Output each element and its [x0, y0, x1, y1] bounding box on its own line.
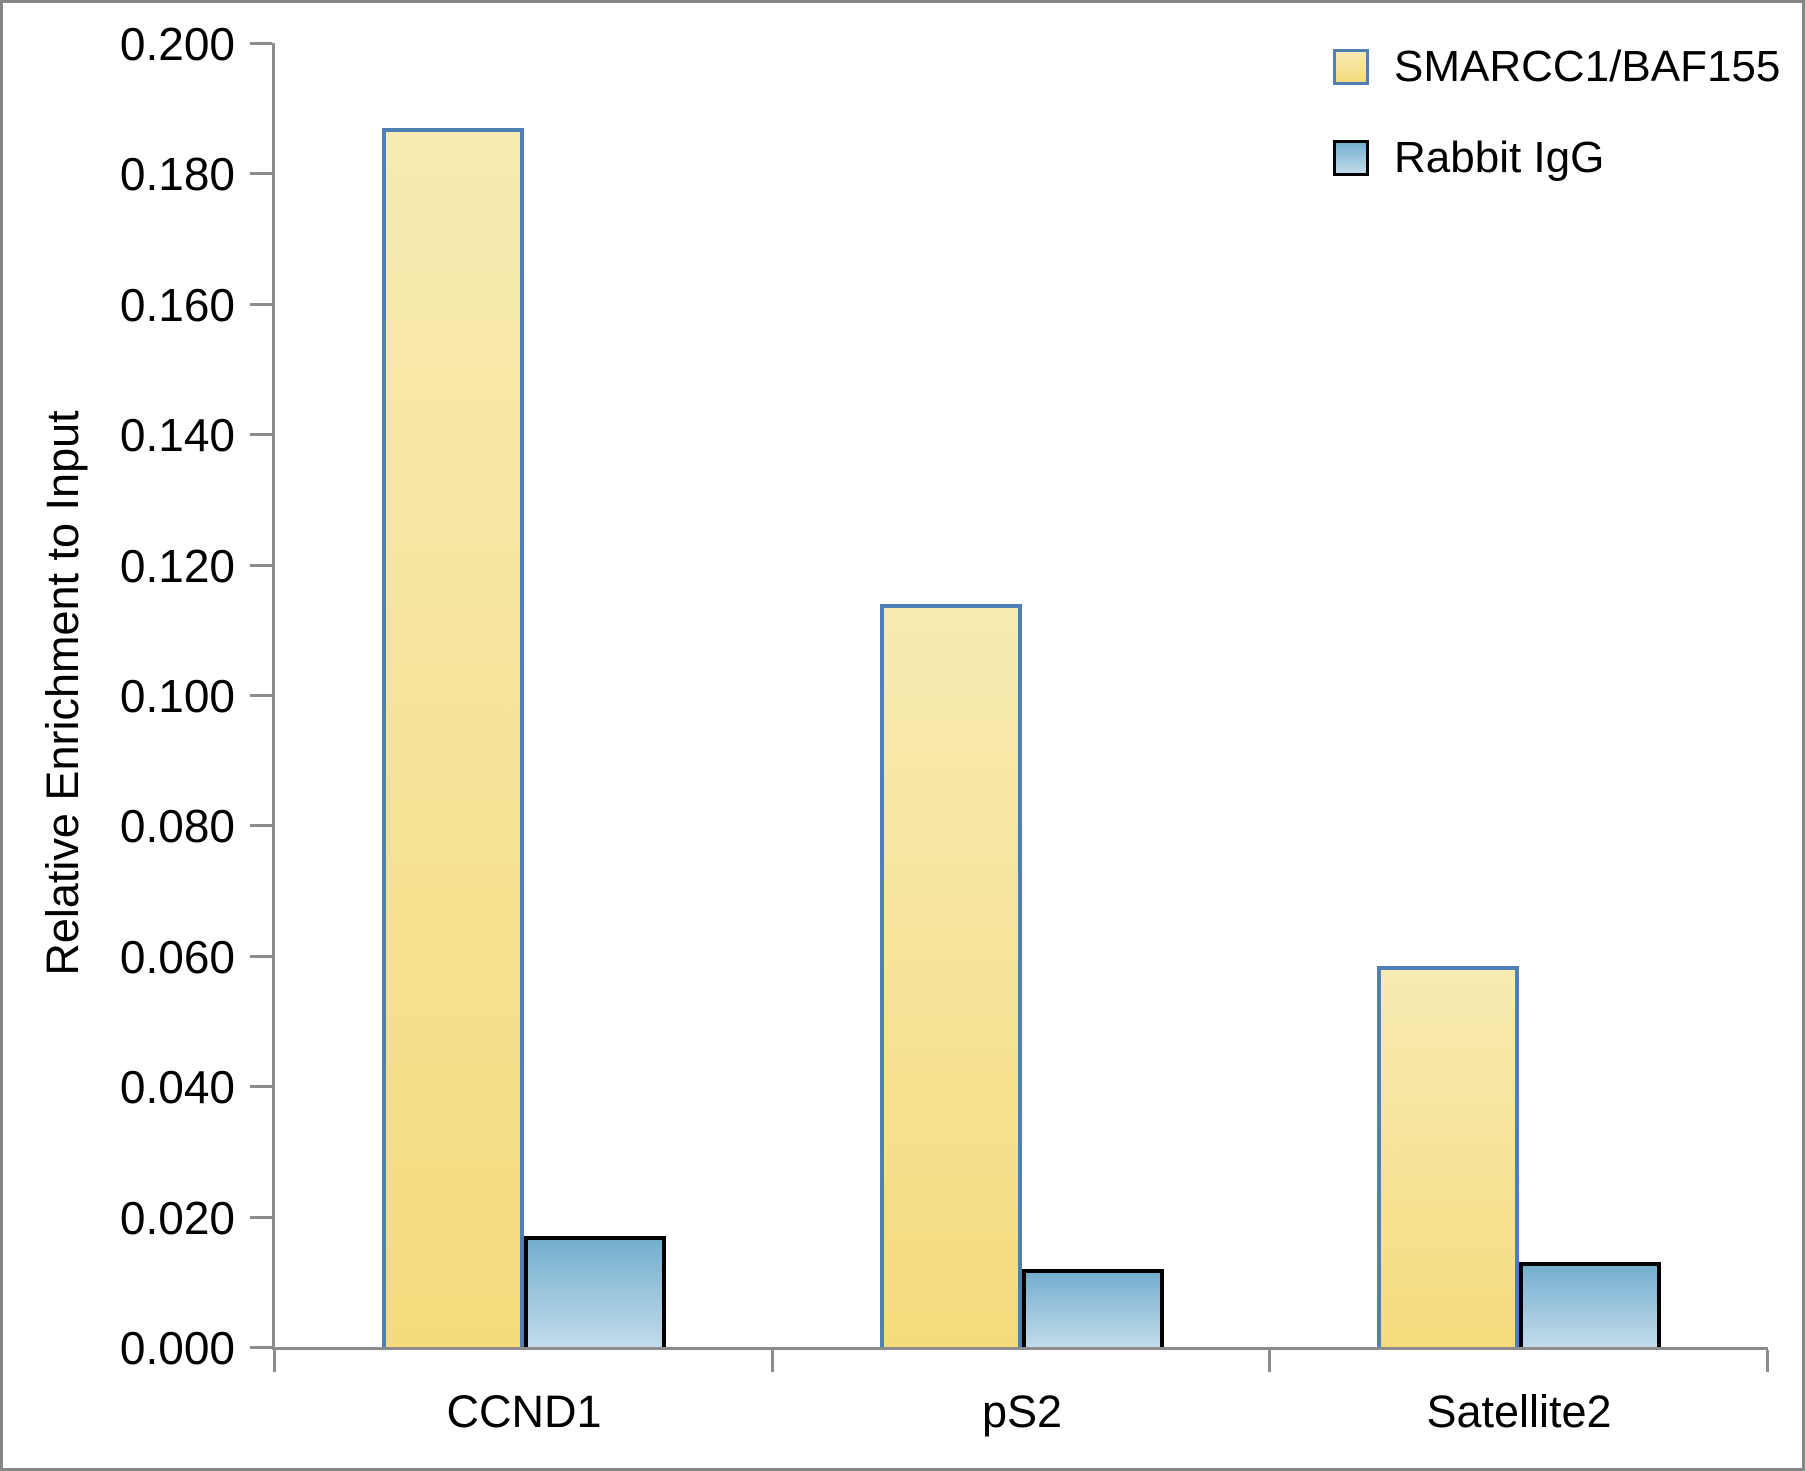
legend-entry-rabbit-igg: Rabbit IgG [1333, 134, 1780, 182]
y-tick-label: 0.140 [119, 409, 235, 462]
y-tick-label: 0.060 [119, 930, 235, 983]
y-tick-label: 0.040 [119, 1061, 235, 1114]
x-tick [1766, 1350, 1769, 1372]
bar-smarcc1-baf155-satellite2 [1377, 966, 1519, 1347]
y-tick-label: 0.100 [119, 670, 235, 722]
y-tick-label: 0.160 [119, 278, 235, 331]
legend-label-rabbit-igg: Rabbit IgG [1394, 133, 1605, 182]
x-axis-label-ps2: pS2 [981, 1386, 1063, 1437]
bar-rabbit-igg-satellite2 [1519, 1262, 1661, 1347]
legend-swatch-smarcc1-baf155 [1333, 49, 1369, 85]
y-tick [250, 302, 272, 306]
bar-rabbit-igg-ps2 [1022, 1269, 1164, 1347]
x-axis-label-satellite2: Satellite2 [1426, 1386, 1612, 1437]
bar-smarcc1-baf155-ccnd1 [382, 128, 524, 1347]
y-tick-label: 0.020 [119, 1191, 235, 1244]
legend: SMARCC1/BAF155 Rabbit IgG [1333, 43, 1780, 225]
legend-entry-smarcc1-baf155: SMARCC1/BAF155 [1333, 43, 1780, 91]
y-tick [250, 694, 272, 697]
y-tick [250, 1215, 272, 1219]
y-tick-label: 0.120 [119, 539, 235, 592]
legend-swatch-rabbit-igg [1333, 140, 1369, 176]
bar-smarcc1-baf155-ps2 [880, 604, 1022, 1347]
y-tick [250, 42, 272, 45]
y-tick [250, 1346, 272, 1349]
y-tick-label: 0.200 [119, 18, 235, 70]
y-axis-line [272, 43, 275, 1350]
y-tick [250, 172, 272, 176]
x-axis-label-ccnd1: CCND1 [446, 1386, 602, 1437]
x-tick [273, 1350, 276, 1372]
y-tick-label: 0.180 [119, 148, 235, 201]
y-tick-label: 0.080 [119, 800, 235, 853]
y-tick [250, 1085, 272, 1089]
bar-rabbit-igg-ccnd1 [524, 1236, 666, 1347]
y-tick [250, 824, 272, 828]
legend-label-smarcc1-baf155: SMARCC1/BAF155 [1394, 42, 1781, 91]
x-tick [1268, 1350, 1272, 1372]
y-tick [250, 954, 272, 958]
x-axis-line [272, 1347, 1768, 1350]
y-tick-label: 0.000 [119, 1322, 235, 1374]
y-tick [250, 433, 272, 437]
x-tick [770, 1350, 774, 1372]
y-tick [250, 563, 272, 567]
